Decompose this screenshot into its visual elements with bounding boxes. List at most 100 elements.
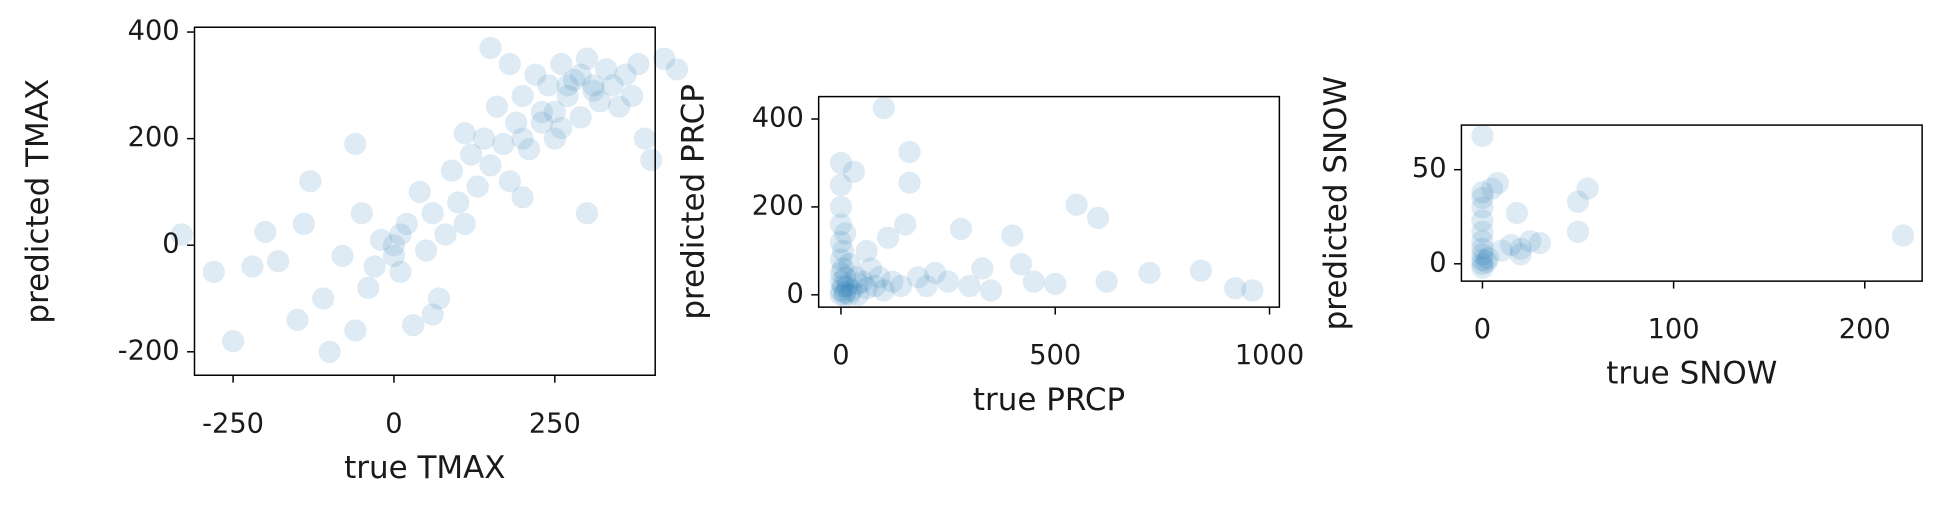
- point: [530, 111, 554, 134]
- point: [492, 132, 515, 156]
- point: [924, 261, 947, 284]
- point: [221, 329, 245, 353]
- point: [1189, 259, 1213, 282]
- point: [1095, 270, 1118, 293]
- point: [1519, 230, 1542, 253]
- point: [834, 222, 857, 245]
- point: [653, 47, 676, 70]
- point: [851, 270, 874, 293]
- point: [550, 116, 573, 140]
- x-tick-label: 0: [1474, 314, 1491, 345]
- point: [1009, 252, 1033, 276]
- point: [1138, 261, 1161, 284]
- x-tick-label: 100: [1648, 314, 1700, 345]
- point: [1471, 243, 1494, 266]
- point: [971, 257, 994, 280]
- point: [894, 213, 917, 236]
- point: [876, 226, 900, 249]
- point: [829, 283, 853, 306]
- y-tick-label: 0: [1429, 247, 1446, 278]
- point: [389, 223, 412, 246]
- point: [1528, 231, 1551, 255]
- point: [453, 212, 476, 236]
- point: [842, 160, 865, 183]
- point: [556, 74, 579, 97]
- point: [859, 257, 883, 280]
- point: [1471, 252, 1494, 275]
- point: [836, 274, 859, 298]
- x-tick-label: 500: [1029, 340, 1081, 371]
- point: [829, 213, 853, 236]
- point: [511, 186, 534, 209]
- point: [582, 79, 605, 102]
- point: [402, 314, 425, 337]
- point: [898, 140, 921, 164]
- point: [382, 234, 406, 257]
- y-tick-label: -200: [118, 335, 180, 366]
- x-tick-label: 1000: [1235, 340, 1304, 371]
- point: [318, 340, 341, 363]
- point: [665, 58, 689, 81]
- x-axis-label: true SNOW: [1606, 356, 1777, 392]
- point: [582, 74, 605, 97]
- point: [838, 283, 861, 306]
- point: [170, 223, 193, 246]
- point: [1022, 270, 1045, 293]
- point: [1044, 272, 1067, 295]
- point: [829, 261, 853, 284]
- point: [949, 217, 973, 241]
- point: [447, 191, 470, 214]
- point: [872, 279, 895, 302]
- point: [1471, 181, 1494, 204]
- point: [479, 36, 502, 60]
- point: [620, 84, 644, 108]
- point: [831, 239, 855, 263]
- point: [627, 52, 650, 76]
- point: [614, 63, 637, 86]
- point: [395, 212, 418, 236]
- point: [569, 106, 592, 129]
- y-axis-label: predicted PRCP: [675, 84, 711, 320]
- point: [1065, 193, 1088, 216]
- plot-frame: [193, 26, 656, 376]
- point: [936, 270, 960, 293]
- point: [595, 58, 618, 81]
- y-axis-label: predicted TMAX: [20, 79, 56, 324]
- point: [331, 244, 354, 268]
- point: [846, 272, 870, 295]
- point: [1241, 279, 1264, 302]
- point: [485, 95, 509, 118]
- point: [829, 195, 853, 219]
- point: [524, 63, 547, 86]
- point: [906, 266, 930, 289]
- point: [427, 287, 451, 310]
- point: [556, 84, 579, 108]
- point: [312, 287, 335, 310]
- point: [979, 279, 1003, 302]
- point: [382, 244, 406, 268]
- point: [846, 283, 870, 306]
- point: [254, 220, 277, 244]
- point: [344, 132, 367, 156]
- point: [1490, 239, 1513, 262]
- point: [831, 257, 855, 280]
- point: [855, 239, 878, 263]
- point: [350, 202, 373, 225]
- point: [479, 154, 502, 177]
- point: [1891, 224, 1915, 247]
- point: [498, 170, 521, 193]
- y-tick-label: 0: [786, 278, 803, 309]
- y-axis-label: predicted SNOW: [1318, 76, 1354, 330]
- plot-frame: [1460, 124, 1923, 282]
- point: [829, 151, 853, 175]
- x-axis-label: true PRCP: [973, 382, 1125, 418]
- point: [855, 277, 878, 300]
- y-tick-label: 0: [162, 229, 179, 260]
- point: [601, 74, 624, 97]
- point: [1576, 177, 1599, 200]
- point: [889, 274, 913, 298]
- point: [1471, 237, 1494, 260]
- point: [831, 274, 855, 298]
- y-tick-label: 200: [128, 122, 180, 153]
- point: [505, 111, 528, 134]
